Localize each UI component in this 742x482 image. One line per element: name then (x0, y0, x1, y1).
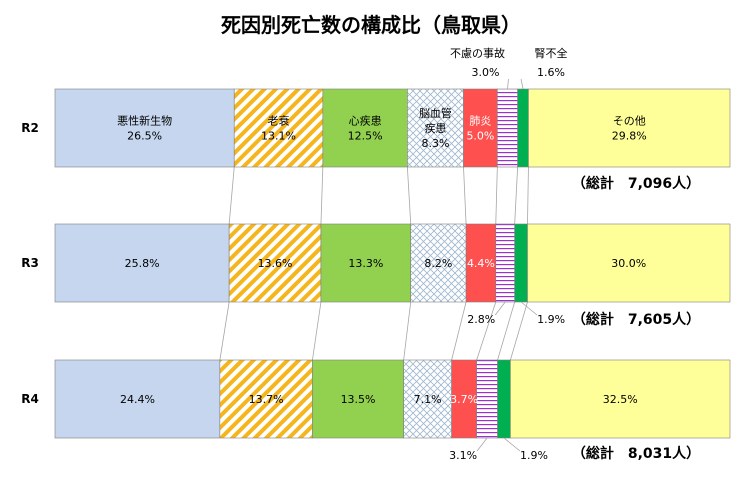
segment-label: 老衰 13.1% (261, 114, 296, 143)
callout-value: 1.9% (537, 313, 565, 326)
bar-segment (465, 223, 497, 303)
callout-line (476, 437, 488, 452)
labels-group: R2 悪性新生物 26.5% 老衰 13.1% 心疾患 12.5% 脳血管疾患 8.3% 肺炎 5.… (21, 46, 700, 462)
callout-value: 3.0% (472, 66, 500, 79)
bar-segment (514, 223, 528, 303)
bar-segment (320, 223, 412, 303)
series-line (228, 166, 235, 225)
callout-name: 腎不全 (535, 46, 568, 60)
segment-label: 25.8% (125, 257, 160, 270)
bar-segment (497, 359, 511, 439)
bar-segment (476, 359, 498, 439)
bar-segment (527, 223, 731, 303)
bar-segment (54, 223, 230, 303)
bar-segment (410, 223, 467, 303)
total-label: （総計 7,096人） (572, 175, 700, 192)
segment-label: 脳血管疾患 8.3% (419, 106, 452, 150)
bars-group (54, 88, 731, 439)
bar-segment (219, 359, 313, 439)
bar-segment (451, 359, 477, 439)
segment-label: 8.2% (424, 257, 452, 270)
chart-title: 死因別死亡数の構成比（鳥取県） (221, 13, 521, 37)
bar-segment (497, 88, 518, 168)
segment-label: 悪性新生物 26.5% (117, 114, 172, 143)
series-lines (219, 166, 529, 361)
bar-segment (528, 88, 731, 168)
series-line (312, 301, 322, 361)
bar-segment (228, 223, 322, 303)
bar-segment (54, 359, 221, 439)
segment-label: 3.7% (450, 393, 478, 406)
bar-segment (517, 88, 529, 168)
bar-segment (510, 359, 731, 439)
series-line (320, 166, 324, 225)
bar-segment (463, 88, 498, 168)
series-line (463, 166, 467, 225)
series-line (403, 301, 412, 361)
total-label: （総計 8,031人） (572, 445, 700, 462)
bar-segment (233, 88, 324, 168)
series-line (406, 166, 412, 225)
segment-label: 13.7% (249, 393, 284, 406)
callout-line (507, 78, 509, 90)
series-line (495, 166, 498, 225)
bar-segment (312, 359, 404, 439)
callout-line (503, 437, 521, 452)
segment-label: 7.1% (414, 393, 442, 406)
callout-value: 1.6% (537, 66, 565, 79)
series-line (514, 166, 519, 225)
callout-line (520, 301, 538, 316)
bar-segment (495, 223, 515, 303)
row-label-R2: R2 (21, 121, 39, 135)
callout-name: 不慮の事故 (450, 46, 505, 60)
segment-label: 13.3% (348, 257, 383, 270)
total-label: （総計 7,605人） (572, 311, 700, 328)
segment-label: 13.6% (258, 257, 293, 270)
callout-line (520, 78, 524, 90)
bar-segment (54, 88, 235, 168)
callout-line (494, 301, 506, 316)
series-line (451, 301, 467, 361)
callout-value: 1.9% (520, 449, 548, 462)
series-line (219, 301, 230, 361)
series-line (510, 301, 528, 361)
series-line (497, 301, 516, 361)
series-line (476, 301, 497, 361)
segment-label: 4.4% (467, 257, 495, 270)
row-label-R4: R4 (21, 392, 39, 406)
bar-segment (403, 359, 452, 439)
callout-value: 3.1% (449, 449, 477, 462)
callout-value: 2.8% (467, 313, 495, 326)
series-line (527, 166, 529, 225)
row-label-R3: R3 (21, 256, 39, 270)
segment-label: 13.5% (341, 393, 376, 406)
segment-label: 肺炎 5.0% (466, 115, 494, 143)
segment-label: 30.0% (611, 257, 646, 270)
segment-label: その他 29.8% (612, 115, 647, 143)
segment-label: 心疾患 12.5% (348, 114, 383, 143)
segment-label: 32.5% (603, 393, 638, 406)
bar-segment (322, 88, 408, 168)
segment-label: 24.4% (120, 393, 155, 406)
